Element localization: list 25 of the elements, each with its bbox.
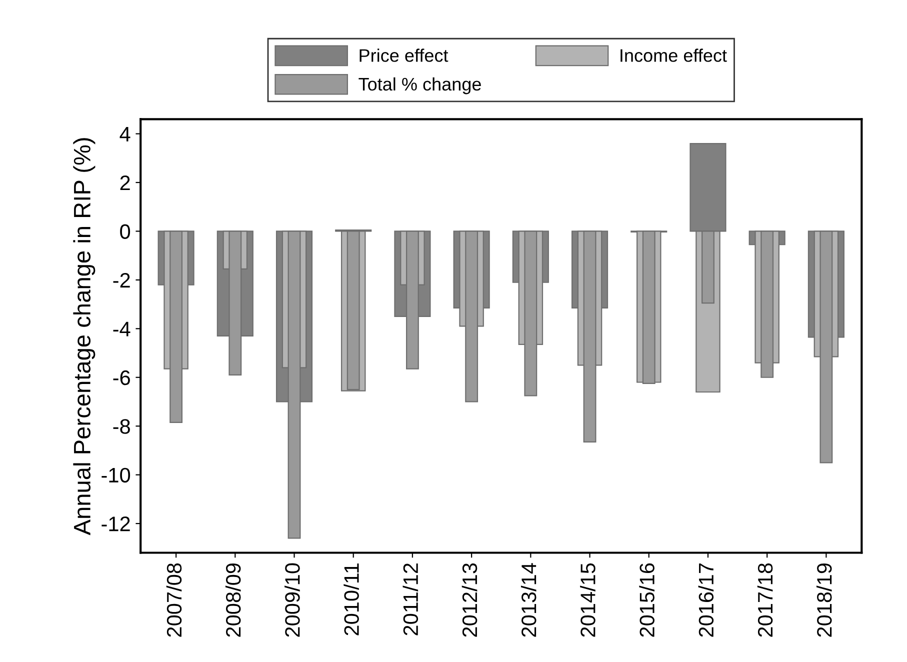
- x-tick-label: 2009/10: [284, 563, 300, 637]
- x-tick-label: 2018/19: [816, 563, 832, 637]
- y-tick-label: -6: [113, 370, 130, 386]
- x-tick-label: 2008/09: [225, 563, 241, 637]
- y-tick-label: -2: [113, 272, 130, 288]
- x-tick-label: 2013/14: [520, 563, 536, 637]
- x-tick-label: 2007/08: [166, 563, 182, 637]
- y-tick-label: -10: [102, 468, 130, 483]
- legend-label: Price effect: [360, 48, 448, 62]
- legend-label: Income effect: [620, 48, 727, 62]
- x-tick-label: 2015/16: [639, 563, 654, 637]
- y-tick-label: 4: [120, 126, 130, 142]
- y-tick-label: -12: [102, 516, 130, 532]
- x-tick-label: 2014/15: [580, 563, 596, 637]
- legend-label: Total % change: [358, 77, 481, 94]
- y-tick-label: -8: [113, 419, 130, 434]
- x-tick-label: 2010/11: [344, 564, 359, 636]
- y-axis-title: Annual Percentage change in RIP (%): [73, 138, 96, 536]
- y-tick-label: 0: [120, 224, 130, 239]
- y-tick-label: -4: [113, 322, 130, 336]
- y-tick-label: 2: [120, 176, 130, 190]
- x-tick-label: 2017/18: [757, 563, 773, 637]
- x-tick-label: 2012/13: [462, 563, 478, 637]
- x-tick-label: 2011/12: [402, 564, 418, 636]
- x-tick-label: 2016/17: [698, 564, 714, 637]
